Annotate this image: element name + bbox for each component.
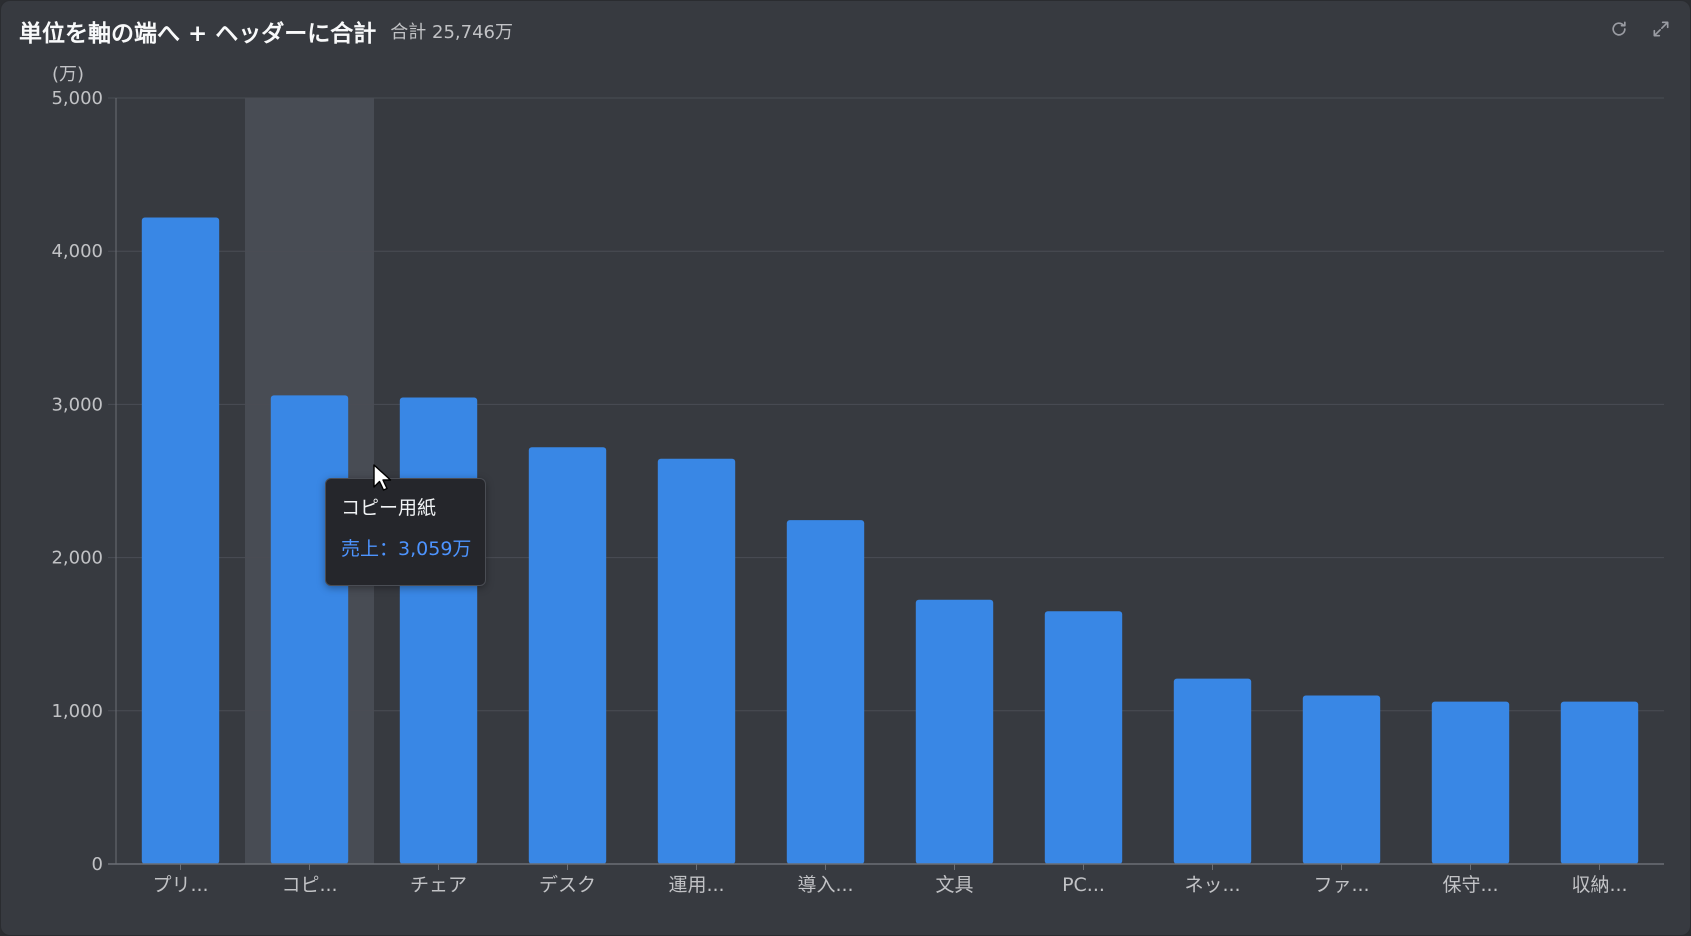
y-tick-label: 0 — [92, 854, 103, 875]
bar[interactable] — [657, 458, 736, 864]
y-tick-label: 3,000 — [51, 394, 103, 415]
x-tick-label: チェア — [410, 874, 467, 896]
bar[interactable] — [1302, 695, 1381, 864]
bar[interactable] — [1044, 611, 1123, 864]
mouse-cursor-icon — [373, 464, 392, 491]
tooltip-separator: ： — [379, 538, 399, 560]
chart-header: 単位を軸の端へ + ヘッダーに合計 合計 25,746万 — [19, 14, 513, 48]
x-tick-label: プリ... — [152, 874, 208, 896]
bar[interactable] — [915, 599, 994, 864]
x-tick-label: 運用... — [668, 874, 724, 896]
y-tick-label: 4,000 — [51, 241, 103, 262]
x-tick-label: ファ... — [1313, 874, 1369, 896]
bar[interactable] — [1560, 701, 1639, 864]
y-tick-label: 2,000 — [51, 548, 103, 569]
expand-button[interactable] — [1649, 17, 1673, 41]
x-tick-label: 収納... — [1571, 874, 1627, 896]
tooltip-value-row: 売上：3,059万 — [341, 534, 472, 561]
refresh-button[interactable] — [1607, 17, 1631, 41]
x-tick-label: デスク — [539, 874, 596, 896]
x-tick-label: ネッ... — [1184, 874, 1240, 896]
chart-toolbar — [1607, 17, 1673, 41]
x-tick-label: 文具 — [935, 874, 973, 896]
refresh-icon — [1612, 21, 1626, 36]
tooltip-series-label: 売上 — [341, 538, 380, 560]
bar[interactable] — [270, 395, 349, 864]
bar[interactable] — [786, 520, 865, 864]
bar[interactable] — [399, 397, 478, 864]
y-tick-label: 1,000 — [51, 701, 103, 722]
y-tick-label: 5,000 — [51, 88, 103, 109]
x-tick-label: PC... — [1062, 874, 1105, 896]
bar[interactable] — [141, 217, 220, 865]
y-axis-unit-label: (万) — [52, 64, 85, 85]
expand-icon — [1653, 21, 1669, 37]
bar[interactable] — [1431, 701, 1510, 864]
x-tick-label: コピ... — [281, 874, 337, 896]
bar[interactable] — [1173, 678, 1252, 864]
x-tick-label: 導入... — [797, 874, 853, 896]
chart-title: 単位を軸の端へ + ヘッダーに合計 — [19, 21, 377, 47]
x-tick-label: 保守... — [1442, 874, 1498, 896]
tooltip-title: コピー用紙 — [341, 497, 437, 519]
chart-tooltip: コピー用紙 売上：3,059万 — [325, 478, 486, 586]
bar[interactable] — [528, 447, 607, 864]
axis-layer: 0 1,000 2,000 3,000 4,000 5,000 プリ... コピ... チェア デ… — [51, 88, 1664, 896]
tooltip-value: 3,059万 — [398, 538, 472, 560]
total-summary: 合計 25,746万 — [390, 22, 514, 43]
